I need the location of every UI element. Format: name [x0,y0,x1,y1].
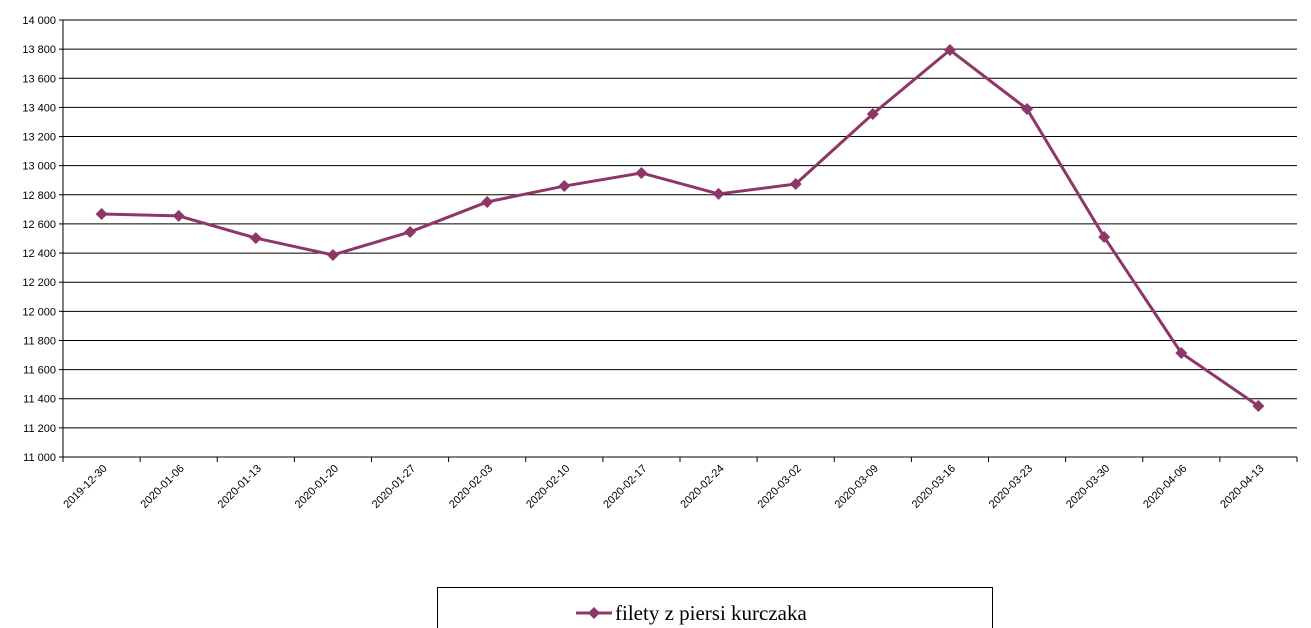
legend-box [437,587,993,628]
y-tick-label: 12 600 [22,219,56,231]
y-tick-label: 11 800 [23,335,56,347]
data-point [712,187,725,200]
y-tick-label: 14 000 [22,15,56,27]
y-tick-label: 13 800 [22,44,56,56]
data-point [1252,400,1265,413]
legend-marker [588,607,600,619]
x-tick-label: 2020-01-06 [139,463,187,511]
data-point [789,178,802,191]
x-tick-label: 2020-01-13 [216,463,264,511]
y-tick-label: 13 000 [22,161,56,173]
data-point [1098,231,1111,244]
y-tick-label: 13 200 [22,132,56,144]
data-point [866,107,879,120]
y-tick-label: 12 800 [22,190,56,202]
x-tick-label: 2020-03-30 [1064,463,1112,511]
y-tick-label: 12 400 [22,248,56,260]
x-tick-label: 2020-03-09 [833,463,881,511]
data-point [95,208,108,221]
data-point [404,225,417,238]
y-tick-label: 11 600 [23,365,56,377]
data-point [943,44,956,57]
data-point [558,180,571,193]
x-tick-label: 2020-02-17 [601,463,649,511]
x-tick-label: 2020-02-03 [447,463,495,511]
y-tick-label: 12 200 [22,277,56,289]
x-tick-label: 2020-01-27 [370,463,418,511]
data-point [249,232,262,245]
data-point [635,166,648,179]
y-tick-label: 13 600 [22,73,56,85]
series-line [101,48,1260,408]
data-point [481,195,494,208]
data-point [326,248,339,261]
x-tick-label: 2020-04-13 [1218,463,1266,511]
y-tick-label: 11 200 [23,423,56,435]
data-point [1021,103,1034,116]
y-tick-label: 12 000 [22,306,56,318]
data-point [172,209,185,222]
y-tick-label: 11 400 [23,394,56,406]
y-tick-label: 11 000 [23,452,56,464]
data-point [1175,346,1188,359]
x-tick-label: 2020-03-02 [756,463,804,511]
x-tick-label: 2020-03-23 [987,463,1035,511]
x-tick-label: 2020-03-16 [910,463,958,511]
y-tick-label: 13 400 [22,102,56,114]
x-tick-label: 2020-01-20 [293,463,341,511]
x-tick-label: 2020-04-06 [1141,463,1189,511]
legend-text: filety z piersi kurczaka [615,601,807,625]
x-tick-label: 2020-02-10 [524,463,572,511]
x-tick-label: 2019-12-30 [61,463,109,511]
x-tick-label: 2020-02-24 [678,463,726,511]
